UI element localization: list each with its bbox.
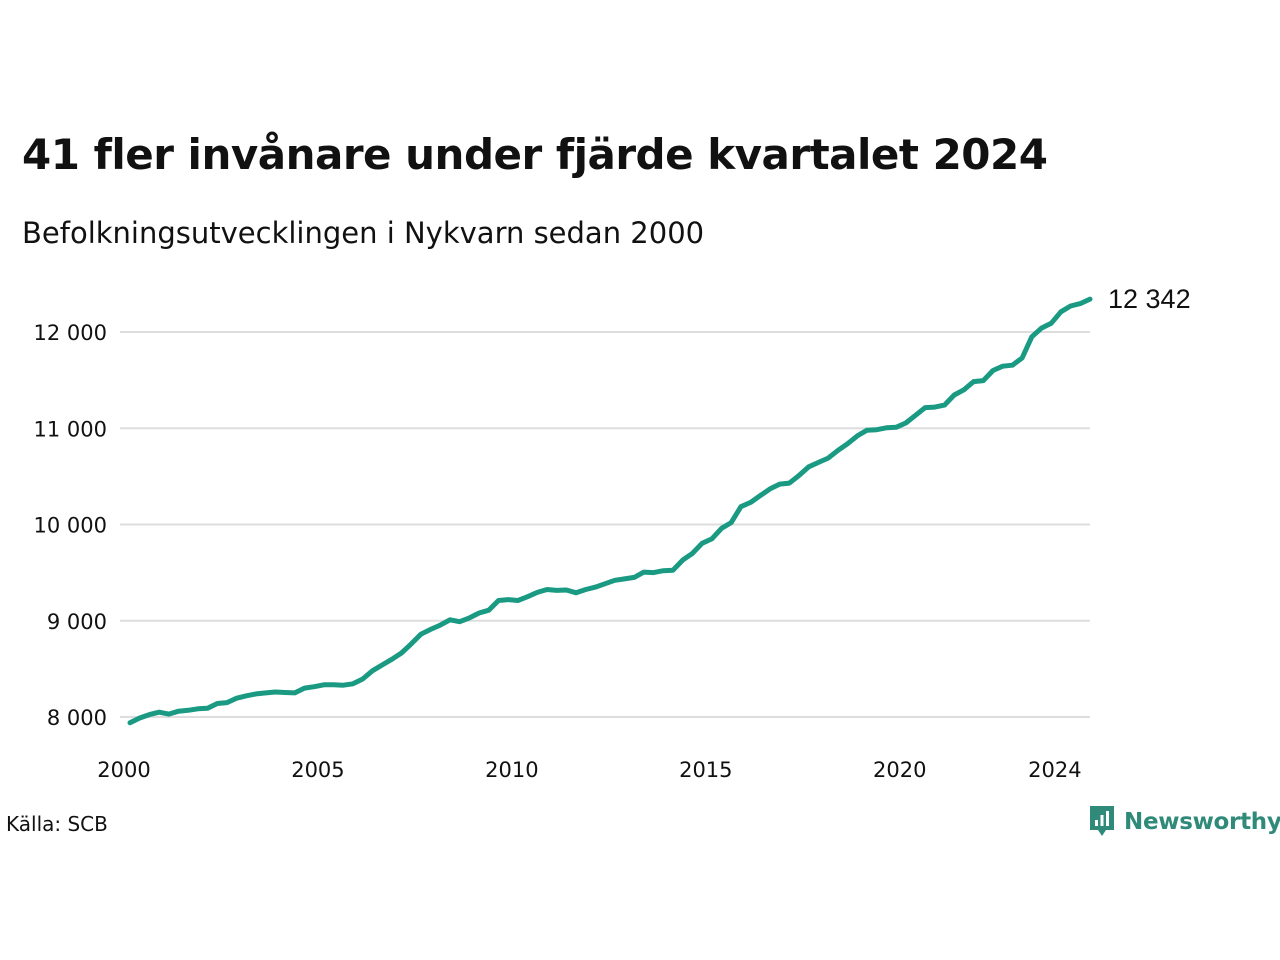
logo-bar-3 bbox=[1106, 811, 1109, 826]
brand-logo: Newsworthy bbox=[1088, 804, 1280, 840]
population-line bbox=[127, 296, 1093, 726]
bar-chart-speech-bubble-icon bbox=[1090, 806, 1114, 836]
x-tick-label: 2024 bbox=[1028, 758, 1081, 782]
y-tick-label: 9 000 bbox=[47, 610, 107, 634]
y-tick-label: 12 000 bbox=[34, 321, 107, 345]
logo-bar-2 bbox=[1100, 815, 1104, 826]
x-tick-label: 2005 bbox=[291, 758, 344, 782]
brand-name: Newsworthy bbox=[1124, 809, 1280, 835]
end-value-label: 12 342 bbox=[1108, 284, 1191, 314]
chart-title: 41 fler invånare under fjärde kvartalet … bbox=[22, 130, 1048, 179]
x-tick-label: 2015 bbox=[679, 758, 732, 782]
y-tick-label: 8 000 bbox=[47, 706, 107, 730]
chart-subtitle: Befolkningsutvecklingen i Nykvarn sedan … bbox=[22, 216, 705, 250]
y-tick-label: 11 000 bbox=[34, 417, 107, 441]
x-tick-label: 2010 bbox=[485, 758, 538, 782]
x-tick-label: 2000 bbox=[97, 758, 150, 782]
y-tick-label: 10 000 bbox=[34, 514, 107, 538]
source-note: Källa: SCB bbox=[6, 812, 108, 836]
x-tick-label: 2020 bbox=[873, 758, 926, 782]
logo-bar-1 bbox=[1095, 820, 1098, 826]
